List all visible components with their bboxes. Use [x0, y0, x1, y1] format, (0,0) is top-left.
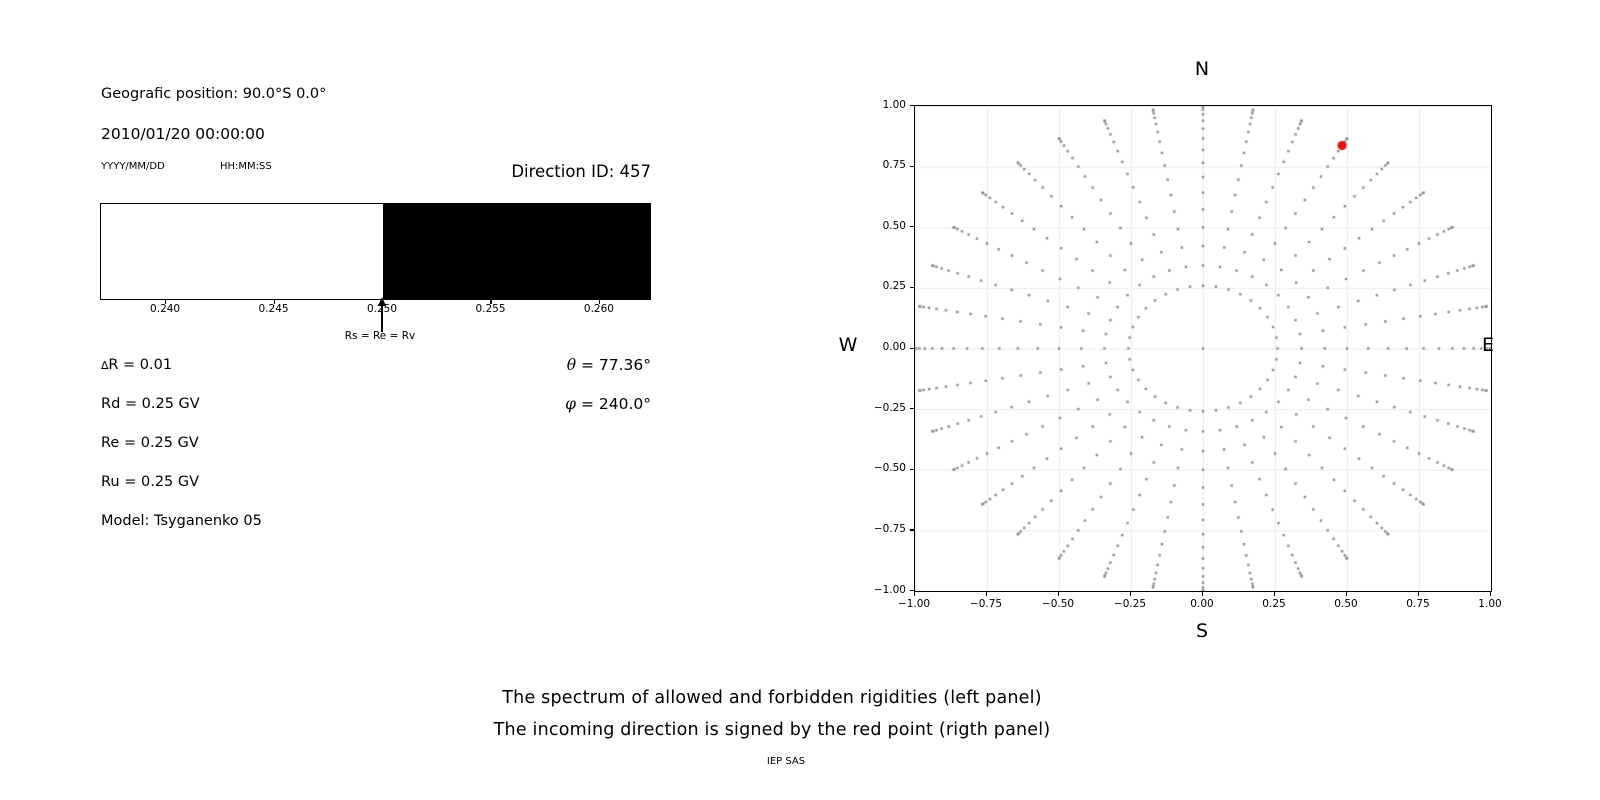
date-format-hint: YYYY/MM/DD — [101, 161, 165, 172]
datetime-value: 2010/01/20 00:00:00 — [101, 125, 265, 143]
direction-map-x-tick — [914, 591, 916, 596]
direction-map-chart — [914, 105, 1492, 592]
direction-map-y-tick — [910, 165, 914, 167]
compass-south-label: S — [1195, 620, 1209, 642]
compass-east-label: E — [1481, 334, 1494, 356]
cutoff-arrowhead-icon — [377, 297, 386, 306]
direction-map-x-tick — [1202, 591, 1204, 596]
direction-map-x-tick-label: 0.00 — [1190, 598, 1214, 610]
direction-map-y-tick — [910, 529, 914, 531]
direction-map-y-tick — [910, 347, 914, 349]
direction-map-y-tick-label: −0.75 — [873, 522, 906, 535]
direction-map-y-tick-label: 1.00 — [882, 98, 906, 111]
model-row: Model: Tsyganenko 05 — [101, 513, 262, 529]
direction-map-x-tick-label: 0.75 — [1406, 598, 1430, 610]
direction-map-y-tick — [910, 468, 914, 470]
direction-id-label: Direction ID: 457 — [511, 162, 651, 181]
direction-map-y-tick-label: −1.00 — [873, 583, 906, 596]
direction-map-y-tick-label: −0.50 — [873, 462, 906, 475]
theta-value: = 77.36° — [576, 356, 651, 374]
delta-symbol: ∆ — [101, 359, 109, 372]
re-row: Re = 0.25 GV — [101, 435, 199, 451]
spectrum-x-tick — [598, 300, 601, 304]
direction-map-y-tick-label: −0.25 — [873, 401, 906, 414]
spectrum-x-tick-label: 0.240 — [150, 303, 181, 315]
caption-line-2: The incoming direction is signed by the … — [493, 720, 1051, 740]
compass-north-label: N — [1194, 58, 1210, 80]
delta-r-row: ∆R = 0.01 — [101, 357, 172, 374]
compass-west-label: W — [838, 334, 858, 356]
theta-symbol: θ — [566, 356, 577, 374]
rd-row: Rd = 0.25 GV — [101, 396, 200, 412]
direction-map-x-tick-label: 1.00 — [1478, 598, 1502, 610]
phi-row: φ = 240.0° — [451, 395, 651, 414]
direction-map-x-tick-label: 0.25 — [1262, 598, 1286, 610]
direction-map-x-tick — [1346, 591, 1348, 596]
direction-map-y-tick — [910, 408, 914, 410]
phi-symbol: φ — [565, 395, 577, 413]
rigidity-spectrum-chart — [100, 203, 651, 300]
spectrum-x-tick-label: 0.260 — [583, 303, 614, 315]
direction-map-x-tick-label: −1.00 — [897, 598, 931, 610]
cutoff-arrow-label: Rs = Re = Rv — [344, 330, 416, 342]
spectrum-x-tick-label: 0.255 — [475, 303, 506, 315]
direction-map-y-tick-label: 0.50 — [882, 219, 906, 232]
direction-map-x-tick — [986, 591, 988, 596]
theta-row: θ = 77.36° — [451, 356, 651, 375]
credit-label: IEP SAS — [766, 756, 806, 767]
direction-map-x-tick-label: 0.50 — [1334, 598, 1358, 610]
direction-map-y-tick — [910, 105, 914, 107]
direction-map-y-tick-label: 0.25 — [882, 280, 906, 293]
delta-r-value: R = 0.01 — [108, 357, 173, 373]
spectrum-x-tick — [165, 300, 167, 304]
direction-map-x-tick-label: −0.25 — [1113, 598, 1147, 610]
spectrum-x-tick — [490, 300, 492, 304]
caption-line-1: The spectrum of allowed and forbidden ri… — [502, 688, 1042, 708]
geographic-position-label: Geografic position: 90.0°S 0.0° — [101, 86, 327, 102]
allowed-region — [101, 204, 383, 299]
direction-map-x-tick-label: −0.50 — [1041, 598, 1075, 610]
direction-map-x-tick-label: −0.75 — [969, 598, 1003, 610]
spectrum-x-tick-label: 0.245 — [258, 303, 289, 315]
direction-scatter-canvas — [915, 106, 1491, 591]
ru-row: Ru = 0.25 GV — [101, 474, 200, 490]
direction-map-y-tick — [910, 226, 914, 228]
direction-map-y-tick — [910, 286, 914, 289]
direction-map-x-tick — [1418, 591, 1420, 596]
direction-map-x-tick — [1058, 591, 1060, 596]
phi-value: = 240.0° — [576, 395, 651, 413]
direction-map-y-tick-label: 0.00 — [882, 341, 906, 353]
direction-map-y-tick-label: 0.75 — [882, 159, 906, 172]
cutoff-arrow — [381, 305, 383, 332]
time-format-hint: HH:MM:SS — [220, 161, 272, 172]
direction-map-x-tick — [1130, 591, 1132, 596]
spectrum-x-tick — [273, 300, 275, 304]
direction-map-x-tick — [1274, 591, 1276, 596]
forbidden-region — [383, 204, 650, 299]
direction-map-y-tick — [910, 590, 914, 592]
direction-map-x-tick — [1490, 591, 1492, 596]
